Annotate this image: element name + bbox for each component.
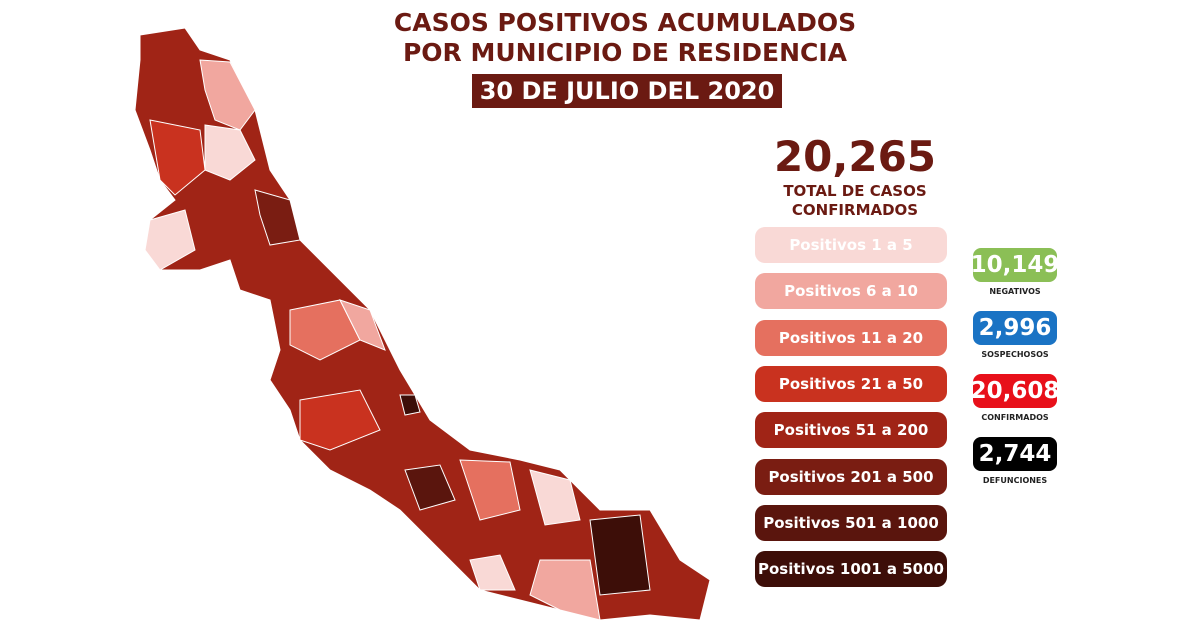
legend-item: Positivos 6 a 10 <box>755 273 947 310</box>
region <box>399 394 421 416</box>
legend-item: Positivos 201 a 500 <box>755 458 947 495</box>
legend-item: Positivos 1 a 5 <box>755 227 947 263</box>
legend-item: Positivos 51 a 200 <box>755 412 947 449</box>
stat-label: NEGATIVOS <box>989 287 1041 296</box>
region <box>529 469 581 526</box>
map <box>134 27 711 621</box>
stat-label: SOSPECHOSOS <box>981 350 1049 359</box>
legend-item: Positivos 11 a 20 <box>755 319 947 356</box>
stat-label: DEFUNCIONES <box>982 476 1048 485</box>
region <box>254 189 301 246</box>
date-banner: 30 DE JULIO DEL 2020 <box>472 74 782 108</box>
title-line: CASOS POSITIVOS ACUMULADOS <box>393 8 857 37</box>
total-label: CONFIRMADOS <box>791 201 919 219</box>
region <box>404 464 456 511</box>
total-label: TOTAL DE CASOS <box>783 182 927 200</box>
title-line: POR MUNICIPIO DE RESIDENCIA <box>402 38 848 67</box>
stat-value: 20,608 <box>971 374 1059 408</box>
region <box>149 119 206 196</box>
region <box>204 124 256 181</box>
region <box>469 554 516 591</box>
legend-item: Positivos 501 a 1000 <box>755 504 947 541</box>
stat-value: 10,149 <box>971 248 1059 282</box>
stat-label: CONFIRMADOS <box>981 413 1049 422</box>
region <box>459 459 521 521</box>
stat-value: 2,996 <box>973 311 1057 345</box>
region <box>144 209 196 271</box>
legend-item: Positivos 1001 a 5000 <box>755 551 947 588</box>
region <box>589 514 651 596</box>
region <box>299 389 381 451</box>
total-value: 20,265 <box>773 132 937 181</box>
stat-value: 2,744 <box>973 437 1057 471</box>
region <box>529 559 601 621</box>
region <box>339 299 386 351</box>
region <box>289 299 361 361</box>
legend-item: Positivos 21 a 50 <box>755 365 947 402</box>
